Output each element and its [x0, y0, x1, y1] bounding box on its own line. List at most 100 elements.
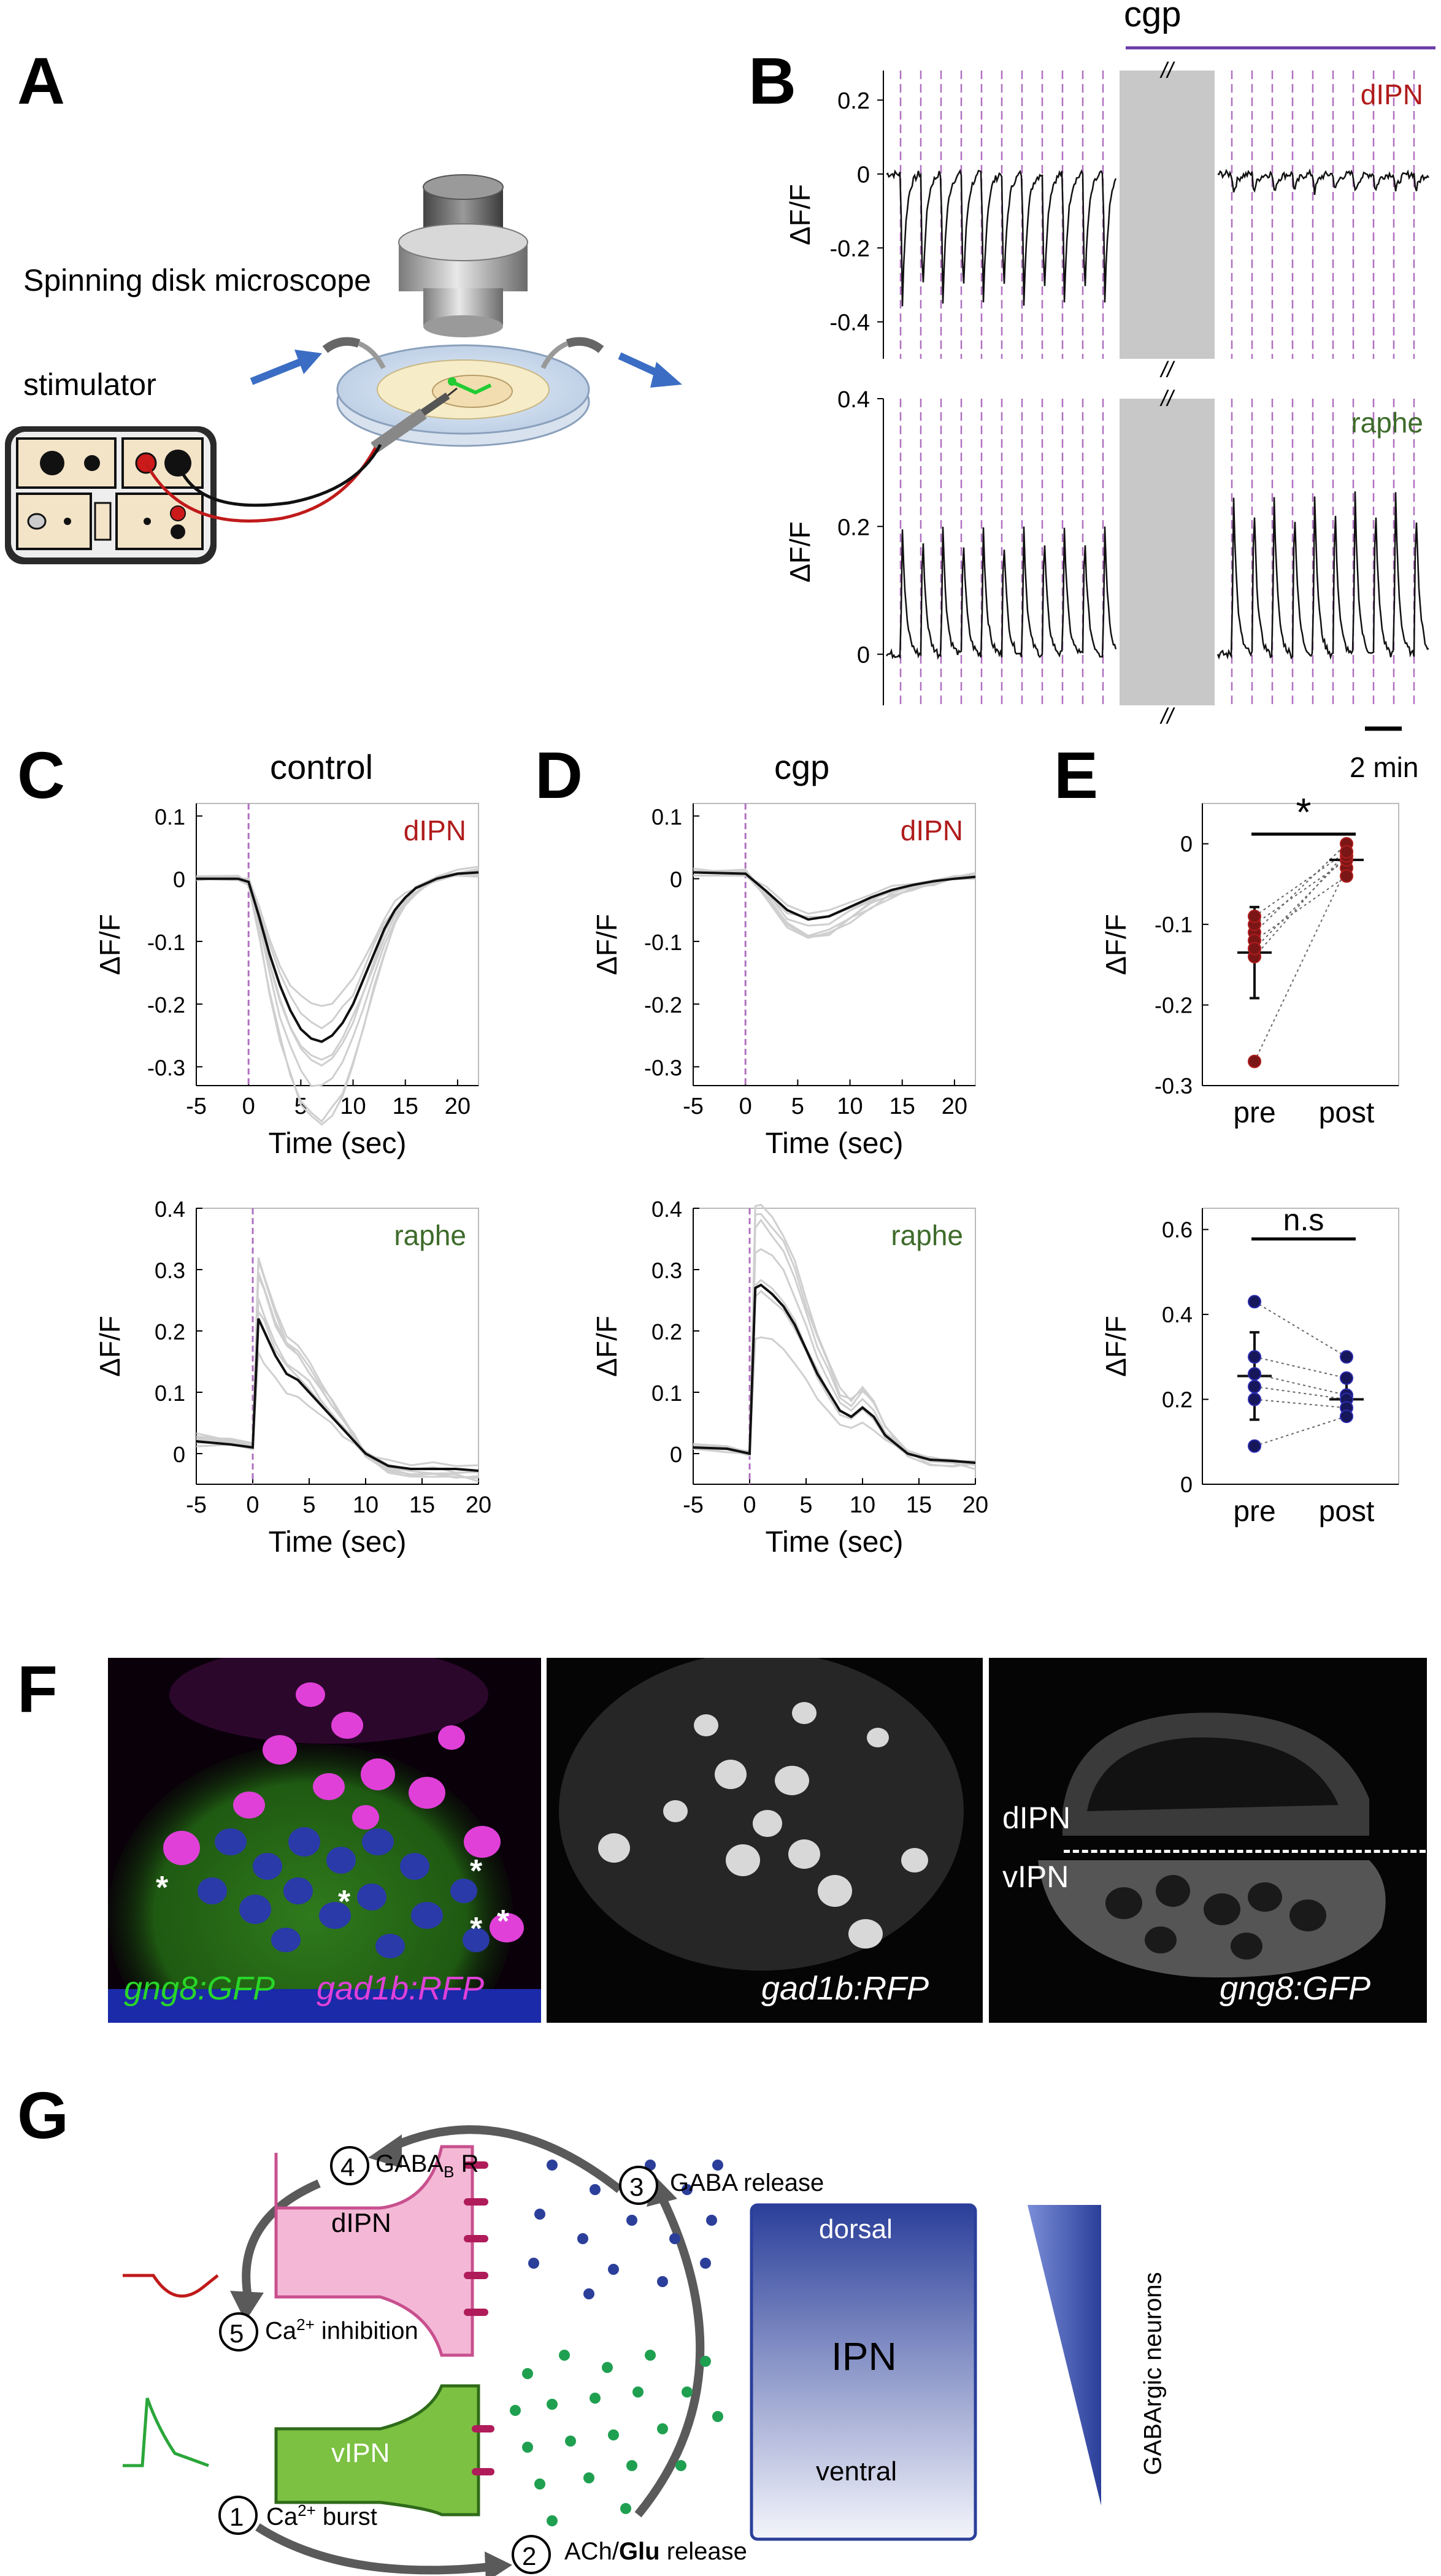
x-tick-label: 0	[739, 1094, 752, 1119]
paired-line	[1254, 867, 1347, 1062]
dipn-neuron	[274, 2145, 488, 2357]
y-tick-label: 0.1	[651, 804, 682, 829]
trace-region-label: dIPN	[901, 815, 963, 846]
panel-letter-c: C	[17, 738, 65, 812]
paired-line	[1254, 1398, 1347, 1409]
x-tick-label: 5	[791, 1094, 804, 1119]
f-merged-micrograph	[108, 1658, 541, 2023]
b-calcium-trace	[1217, 168, 1429, 195]
x-tick-label: -5	[683, 1492, 704, 1518]
chart-D-top: 0.1 0 -0.1 -0.2 -0.3-5 0 5 10 15 20 Time (sec) ΔF/F…	[591, 803, 976, 1160]
step-1-number: 1	[229, 2502, 244, 2531]
data-point-pre	[1248, 1367, 1261, 1381]
inflow-arrow-icon	[250, 350, 322, 385]
trial-trace	[196, 1308, 479, 1474]
paired-line	[1254, 843, 1347, 933]
step-5-number: 5	[229, 2319, 244, 2348]
x-tick-label: 5	[294, 1094, 307, 1119]
x-tick-label: 0	[743, 1492, 756, 1518]
c-title: control	[270, 748, 374, 786]
burst-trace-icon	[123, 2398, 209, 2467]
panel-letter-f: F	[17, 1652, 58, 1726]
x-tick-label: 15	[890, 1094, 915, 1119]
data-point-post	[1340, 845, 1353, 859]
trial-trace	[196, 1298, 479, 1474]
paired-line	[1254, 1416, 1347, 1447]
data-point-pre	[1248, 1054, 1261, 1068]
x-axis-label: Time (sec)	[269, 1127, 407, 1160]
y-tick-label: 0.1	[155, 1381, 185, 1406]
blue-nuclei	[198, 1827, 490, 1958]
b-y-tick-label: 0	[857, 643, 870, 669]
y-tick-label: 0.6	[1162, 1217, 1193, 1243]
significance-label: n.s	[1283, 1203, 1324, 1237]
paired-line	[1254, 1356, 1347, 1379]
stimulator-label: stimulator	[23, 367, 156, 402]
g-vipn-label: vIPN	[331, 2438, 390, 2468]
b-calcium-trace	[1216, 491, 1429, 660]
trace-region-label: raphe	[394, 1219, 466, 1251]
x-tick-label: -5	[186, 1492, 207, 1518]
x-tick-label: 20	[466, 1492, 491, 1518]
b-dipn-trace-panel: 0.2 0 -0.2 -0.4 ΔF/F // // dIPN	[785, 58, 1429, 382]
paired-line	[1254, 875, 1347, 941]
gabaergic-gradient-wedge	[1028, 2205, 1101, 2505]
paired-line	[1254, 1373, 1347, 1396]
chart-E-bottom: 0 0.2 0.4 0.6 pre post ΔF/F n.s	[1100, 1203, 1399, 1528]
d-title: cgp	[774, 748, 830, 786]
f-gng8-micrograph	[989, 1658, 1427, 2023]
mean-trace	[196, 871, 479, 1043]
y-tick-label: 0	[173, 1442, 185, 1467]
y-tick-label: -0.3	[1155, 1073, 1193, 1098]
x-tick-label-post: post	[1319, 1495, 1375, 1528]
trace-region-label: raphe	[891, 1219, 963, 1251]
ach-glu-dots	[510, 2350, 723, 2526]
y-tick-label: 0	[670, 1442, 682, 1467]
x-tick-label: 5	[302, 1492, 315, 1518]
x-tick-label: 20	[942, 1094, 967, 1119]
y-axis-label: ΔF/F	[94, 914, 126, 975]
y-tick-label: -0.1	[644, 930, 682, 955]
trial-trace	[196, 868, 479, 1123]
trial-trace	[196, 872, 479, 1030]
x-axis-label: Time (sec)	[766, 1127, 904, 1160]
paired-line	[1254, 1301, 1347, 1358]
magenta-cells	[163, 1682, 524, 1942]
y-tick-label: 0.2	[651, 1319, 682, 1344]
y-axis-label: ΔF/F	[94, 1316, 126, 1377]
paired-line	[1254, 855, 1347, 949]
trial-trace	[196, 865, 479, 1126]
gaba-dots	[528, 2160, 723, 2299]
x-tick-label: -5	[186, 1094, 207, 1119]
trial-trace	[693, 1218, 976, 1468]
b-y-axis-label: ΔF/F	[785, 521, 816, 583]
y-axis-label: ΔF/F	[1100, 1316, 1132, 1377]
data-point-pre	[1248, 941, 1261, 956]
data-point-pre	[1248, 1439, 1261, 1453]
y-tick-label: -0.3	[644, 1055, 682, 1080]
f-asterisk-1: *	[156, 1870, 169, 1906]
data-point-post	[1340, 869, 1353, 883]
y-tick-label: 0.3	[155, 1258, 185, 1283]
ca-burst-label: Ca2+ burst	[266, 2501, 377, 2531]
b-trace-region-label: dIPN	[1361, 79, 1423, 110]
feedback-arrows	[230, 2125, 705, 2576]
f-divider-line	[1064, 1850, 1426, 1853]
b-break-mark-bottom: //	[1159, 703, 1175, 729]
f-label-gng8: gng8:GFP	[124, 1970, 275, 2007]
y-tick-label: -0.2	[1155, 993, 1193, 1018]
inhibition-trace-icon	[123, 2274, 219, 2298]
b-y-tick-label: 0.4	[837, 387, 870, 413]
f-asterisk-3: *	[470, 1853, 483, 1889]
x-axis-label: Time (sec)	[766, 1526, 904, 1558]
trial-trace	[196, 1349, 479, 1467]
x-tick-label: 10	[837, 1094, 863, 1119]
step-2-number: 2	[522, 2542, 537, 2570]
data-point-post	[1340, 1350, 1353, 1364]
f-asterisk-5: *	[497, 1904, 510, 1939]
trial-trace	[196, 1276, 479, 1479]
ca-inhibition-label: Ca2+ inhibition	[265, 2315, 418, 2345]
y-tick-label: -0.1	[147, 930, 185, 955]
mean-trace	[196, 1318, 479, 1472]
